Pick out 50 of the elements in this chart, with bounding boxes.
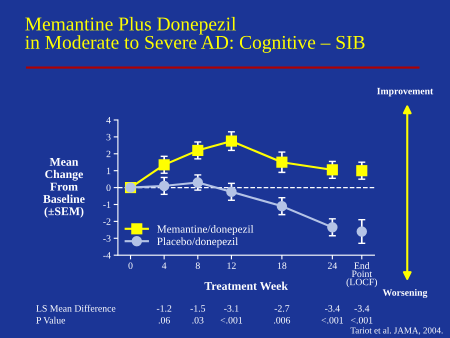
- chart-title: Memantine Plus Donepezil in Moderate to Severe AD: Cognitive – SIB: [25, 16, 365, 53]
- text: -1.5: [190, 305, 206, 312]
- point: [276, 156, 288, 168]
- point: [326, 164, 338, 176]
- text: P Value: [36, 316, 66, 324]
- point: [192, 144, 204, 156]
- x-axis-title: Treatment Week: [204, 282, 288, 290]
- x-tick-label: 8: [196, 262, 200, 269]
- y-tick-label: -2: [103, 218, 110, 225]
- x-tick-label: End Point (LOCF): [346, 262, 378, 288]
- text: .03: [192, 316, 204, 324]
- y-tick-label: 0: [106, 184, 111, 192]
- x-tick-label: 12: [227, 262, 236, 269]
- text: .06: [158, 316, 170, 324]
- y-axis-title: Mean Change From Baseline (±SEM): [43, 158, 85, 218]
- text: -3.4: [354, 305, 370, 312]
- text: -3.4: [325, 305, 340, 312]
- y-tick-label: 1: [106, 168, 110, 174]
- point: [158, 180, 170, 192]
- x-tick-label: 0: [128, 262, 133, 269]
- legend-label: Memantine/donepezil: [157, 224, 254, 236]
- y-tick-label: -1: [103, 201, 110, 208]
- point: [327, 222, 338, 233]
- text: -1.2: [156, 305, 172, 312]
- text: -3.1: [224, 305, 239, 312]
- y-tick-label: 4: [106, 116, 111, 124]
- y-tick-label: -4: [103, 252, 111, 259]
- y-tick-label: -3: [103, 235, 111, 242]
- x-tick-label: 18: [278, 262, 286, 269]
- text: Tariot et al. JAMA, 2004.: [350, 327, 443, 335]
- text: -2.7: [274, 305, 290, 312]
- text: Worsening: [382, 288, 428, 298]
- text: .006: [274, 316, 290, 324]
- y-tick-label: 3: [106, 134, 111, 140]
- point: [158, 159, 170, 170]
- text: <.001: [322, 316, 344, 324]
- y-tick-label: 2: [106, 150, 110, 158]
- point: [276, 200, 288, 212]
- point: [226, 136, 237, 147]
- legend-label: Placebo/donepezil: [157, 237, 238, 248]
- x-tick-label: 24: [328, 262, 338, 269]
- text: <.001: [351, 316, 372, 324]
- point: [192, 177, 203, 188]
- x-tick-label: 4: [162, 262, 166, 269]
- point: [356, 226, 367, 237]
- text: Improvement: [377, 88, 434, 96]
- text: <.001: [220, 316, 242, 324]
- point: [356, 165, 368, 176]
- text: LS Mean Difference: [36, 304, 116, 312]
- point: [226, 186, 237, 198]
